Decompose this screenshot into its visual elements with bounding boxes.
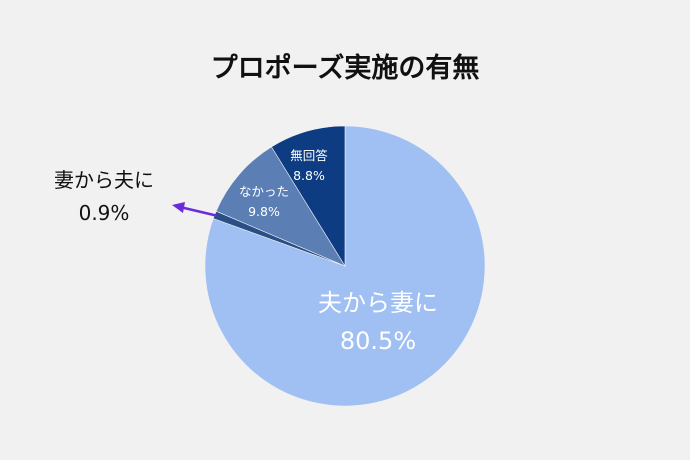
slice-value-no-answer: 8.8% <box>293 168 325 183</box>
callout-arrowhead <box>172 202 185 213</box>
slice-label-no-answer: 無回答 <box>290 148 328 163</box>
slice-label-husband-to-wife: 夫から妻に <box>318 289 438 317</box>
slice-label-none: なかった <box>239 184 289 199</box>
slice-value-none: 9.8% <box>248 204 280 219</box>
pie-slice-none <box>215 146 346 267</box>
slice-label-wife-to-husband: 妻から夫に <box>54 168 154 192</box>
pie-slices <box>204 125 486 407</box>
callout-arrow <box>172 202 217 217</box>
callout-line <box>179 205 217 217</box>
pie-labels: 夫から妻に 80.5% 妻から夫に 0.9% なかった 9.8% 無回答 8.8… <box>54 148 438 355</box>
chart-title: プロポーズ実施の有無 <box>211 52 480 84</box>
slice-value-wife-to-husband: 0.9% <box>79 201 130 225</box>
pie-slice-husband-to-wife <box>204 125 486 407</box>
pie-slice-no-answer <box>271 125 346 268</box>
slice-value-husband-to-wife: 80.5% <box>340 327 416 355</box>
